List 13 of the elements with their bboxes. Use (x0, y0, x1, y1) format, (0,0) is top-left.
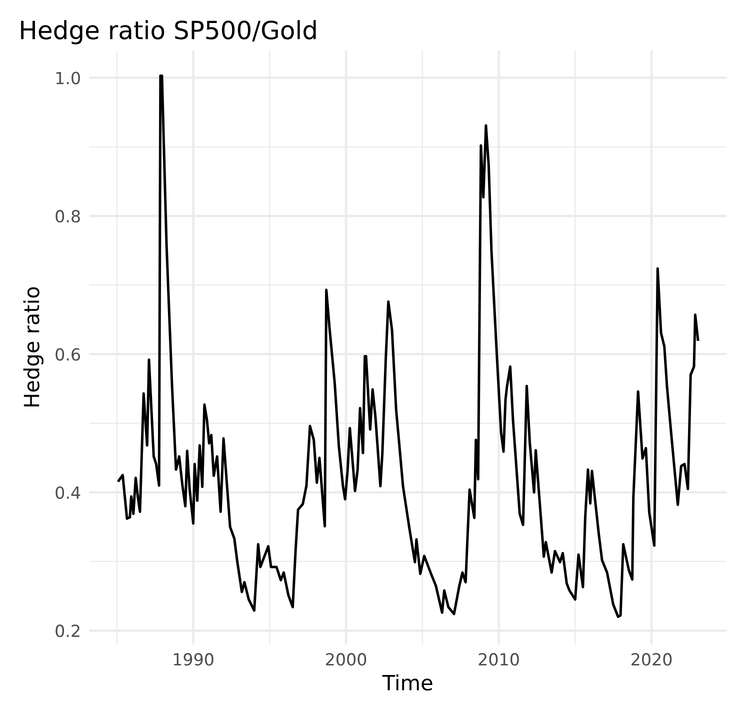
x-tick-label: 1990 (174, 653, 214, 666)
y-tick-label: 0.6 (56, 348, 80, 361)
y-tick-label: 0.2 (56, 624, 80, 638)
chart-title: Hedge ratio SP500/Gold (21, 20, 316, 44)
y-tick-label: 0.8 (56, 210, 80, 223)
x-tick-label: 2000 (326, 653, 366, 666)
x-tick-label: 2010 (478, 653, 519, 666)
y-axis-title: Hedge ratio (23, 287, 44, 406)
x-tick-label: 2020 (632, 653, 672, 666)
line-series (117, 74, 700, 618)
y-tick-label: 0.4 (56, 486, 80, 499)
y-tick-label: 1.0 (56, 72, 80, 84)
x-axis-title: Time (382, 674, 432, 691)
